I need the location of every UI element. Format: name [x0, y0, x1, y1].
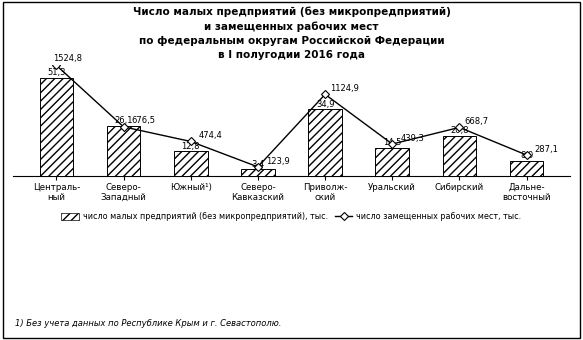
Text: 123,9: 123,9 — [266, 157, 290, 166]
Bar — [510, 160, 543, 176]
Text: 439,3: 439,3 — [401, 134, 424, 143]
Bar — [241, 169, 275, 176]
Bar — [375, 148, 409, 176]
Text: 1) Без учета данных по Республике Крым и г. Севастополю.: 1) Без учета данных по Республике Крым и… — [15, 319, 281, 328]
Bar — [442, 136, 476, 176]
Text: 26,1: 26,1 — [114, 116, 133, 125]
Text: 1124,9: 1124,9 — [331, 84, 359, 93]
Bar — [308, 109, 342, 176]
Text: 474,4: 474,4 — [199, 131, 223, 140]
Bar — [107, 126, 141, 176]
Bar — [40, 78, 73, 176]
Text: 676,5: 676,5 — [132, 116, 156, 125]
Text: 34,9: 34,9 — [316, 100, 334, 108]
Bar — [174, 151, 208, 176]
Text: 3,4: 3,4 — [251, 159, 265, 169]
Title: Число малых предприятий (без микропредприятий)
и замещенных рабочих мест
по феде: Число малых предприятий (без микропредпр… — [132, 7, 451, 60]
Text: 1524,8: 1524,8 — [53, 54, 82, 63]
Text: 20,8: 20,8 — [450, 126, 469, 135]
Text: 8,0: 8,0 — [520, 151, 533, 160]
Legend: число малых предприятий (без микропредприятий), тыс., число замещенных рабочих м: число малых предприятий (без микропредпр… — [60, 210, 523, 223]
Text: 668,7: 668,7 — [465, 117, 489, 126]
Text: 287,1: 287,1 — [535, 145, 559, 154]
Text: 12,8: 12,8 — [181, 142, 200, 151]
Text: 51,3: 51,3 — [47, 68, 66, 77]
Text: 14,5: 14,5 — [383, 138, 402, 148]
